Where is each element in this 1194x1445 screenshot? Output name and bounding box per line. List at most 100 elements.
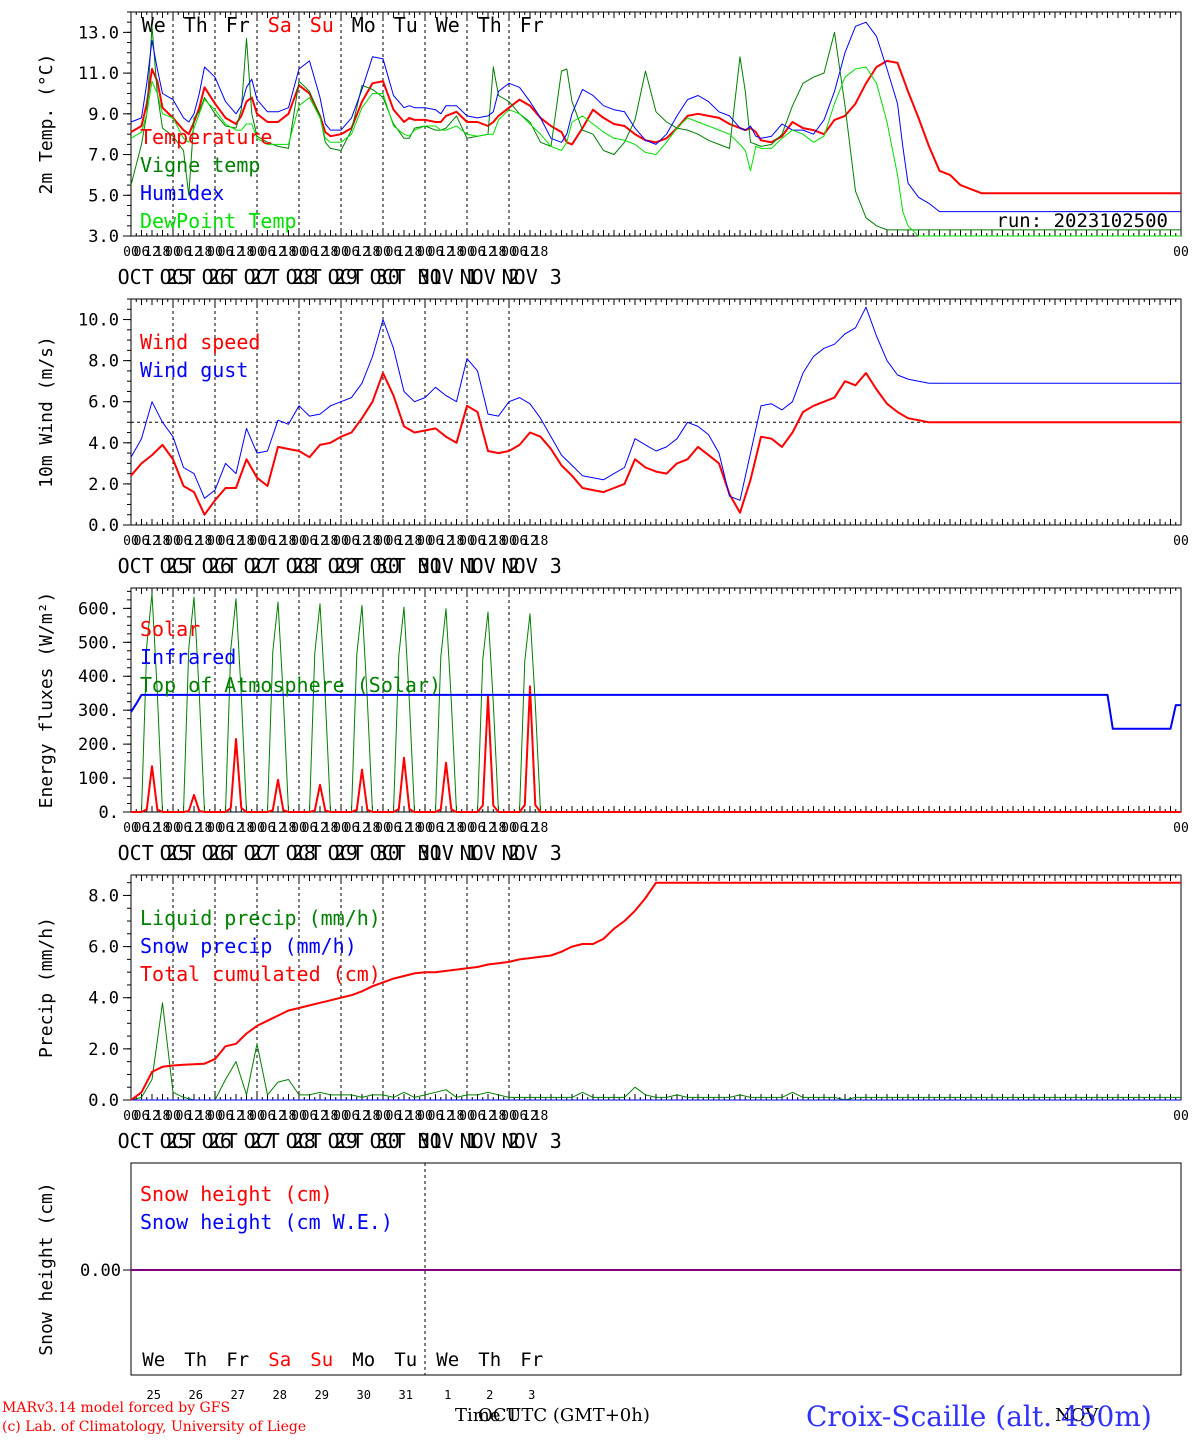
wind-hour-tick-label: 06 [134,534,150,549]
temp-series-humidex [130,21,1181,213]
energy-legend-item: Infrared [140,645,236,669]
energy-hour-tick-label: 00 [375,821,391,836]
precip-series-total-cumulated-cm- [130,881,1181,1101]
temp-legend-item: Temperature [140,125,272,149]
precip-hour-tick-label: 00 [249,1109,265,1124]
precip-hour-tick-label: 18 [323,1109,339,1124]
wind-hour-tick-label: 06 [302,534,318,549]
snow-legend-item: Snow height (cm) [140,1182,333,1206]
wind-hour-tick-label: 06 [470,534,486,549]
energy-date-label: OCT 30 [328,841,400,865]
energy-hour-tick-label: 18 [449,821,465,836]
precip-hour-tick-label: 06 [176,1109,192,1124]
energy-hour-tick-label: 12 [228,821,244,836]
temp-legend-item: Humidex [140,181,224,205]
temp-date-label: NOV 1 [418,265,478,289]
precip-hour-tick-label: 12 [522,1109,538,1124]
temp-day-name: We [436,13,460,37]
temp-date-label: OCT 29 [286,265,358,289]
energy-ytick-label: 0. [99,803,119,823]
wind-hour-tick-label: 00 [459,534,475,549]
energy-hour-tick-label: 12 [396,821,412,836]
wind-hour-tick-label: 00 [333,534,349,549]
energy-hour-tick-label: 12 [438,821,454,836]
precip-hour-tick-label: 12 [144,1109,160,1124]
temp-hour-tick-label: 00 [165,245,181,260]
wind-series-wind-gust [130,306,1181,501]
energy-hour-tick-label: 18 [365,821,381,836]
temp-hour-tick-label: 18 [281,245,297,260]
temp-day-name: Fr [520,13,544,37]
energy-hour-tick-label: 00 [459,821,475,836]
energy-date-label: OCT 31 [370,841,442,865]
precip-hour-tick-label: 12 [438,1109,454,1124]
wind-ytick-label: 0.0 [88,516,119,536]
precip-hour-tick-label: 12 [270,1109,286,1124]
snow-day-number: 25 [147,1388,161,1402]
wind-date-label: OCT 27 [202,554,274,578]
temp-hour-tick-label: 00 [375,245,391,260]
temp-date-label: OCT 25 [118,265,190,289]
energy-ytick-label: 100. [78,769,119,789]
energy-hour-tick-label: 06 [302,821,318,836]
temp-hour-tick-label: 00 [501,245,517,260]
temp-hour-tick-label: 12 [270,245,286,260]
energy-date-label: NOV 2 [460,841,520,865]
wind-date-label: OCT 30 [328,554,400,578]
precip-date-label: OCT 30 [328,1129,400,1153]
temp-day-name: Th [478,13,502,37]
precip-hour-tick-label: 12 [186,1109,202,1124]
temp-ytick-label: 3.0 [88,227,119,247]
snow-day-name: Th [184,1349,207,1371]
temp-day-name: Mo [352,13,376,37]
precip-hour-tick-label: 00 [123,1109,139,1124]
temp-hour-tick-label: 00 [207,245,223,260]
wind-date-label: OCT 28 [244,554,316,578]
temp-hour-tick-label: 06 [134,245,150,260]
wind-hour-tick-label: 00 [417,534,433,549]
energy-hour-tick-label: 00 [123,821,139,836]
wind-hour-tick-label: 18 [197,534,213,549]
precip-hour-tick-label: 00 [207,1109,223,1124]
temp-date-label: OCT 26 [160,265,232,289]
energy-date-label: OCT 27 [202,841,274,865]
energy-legend-item: Top of Atmosphere (Solar) [140,673,441,697]
energy-ytick-label: 500. [78,633,119,653]
temp-hour-tick-label: 00 [333,245,349,260]
temp-hour-tick-label: 12 [354,245,370,260]
wind-hour-tick-label: 06 [218,534,234,549]
wind-hour-tick-label: 12 [480,534,496,549]
precip-hour-tick-label: 18 [407,1109,423,1124]
precip-date-label: OCT 28 [244,1129,316,1153]
energy-series-top-of-atmosphere [131,593,1181,813]
temp-hour-tick-label: 06 [428,245,444,260]
temp-hour-tick-label: 00 [249,245,265,260]
temp-ytick-label: 11.0 [78,64,119,84]
wind-hour-tick-label: 18 [323,534,339,549]
energy-hour-tick-label: 12 [270,821,286,836]
wind-ytick-label: 10.0 [78,311,119,331]
precip-date-label: OCT 26 [160,1129,232,1153]
temp-date-label: OCT 27 [202,265,274,289]
snow-day-name: We [436,1349,459,1371]
wind-hour-tick-label: 00 [291,534,307,549]
temp-hour-tick-label: 00 [291,245,307,260]
wind-date-label: NOV 3 [502,554,562,578]
energy-hour-tick-label: 06 [260,821,276,836]
precip-hour-tick-label: 18 [533,1109,549,1124]
copyright-credit: (c) Lab. of Climatology, University of L… [2,1419,307,1435]
energy-hour-tick-label: 06 [386,821,402,836]
snow-day-name: Th [478,1349,501,1371]
precip-hour-tick-label: 06 [470,1109,486,1124]
wind-hour-tick-label: 12 [522,534,538,549]
wind-hour-tick-label: 00 [1173,534,1189,549]
temp-day-name: Th [184,13,208,37]
station-name: Croix-Scaille (alt. 450m) [806,1400,1152,1433]
precip-date-label: OCT 29 [286,1129,358,1153]
energy-hour-tick-label: 12 [144,821,160,836]
snow-day-number: 28 [273,1388,287,1402]
energy-date-label: OCT 25 [118,841,190,865]
wind-hour-tick-label: 06 [260,534,276,549]
energy-ylabel: Energy fluxes (W/m²) [36,592,57,809]
